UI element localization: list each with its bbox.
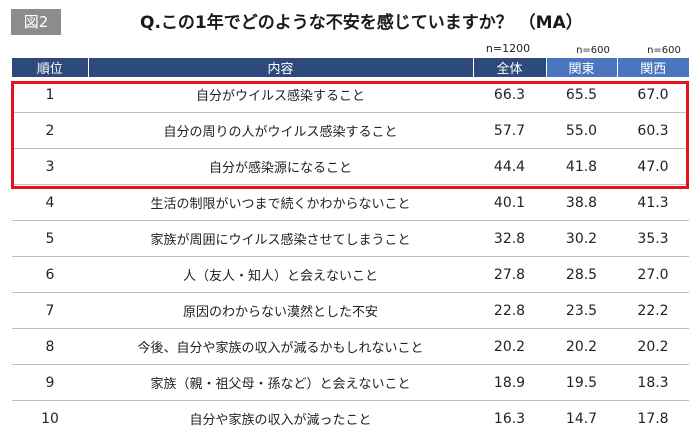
kansai-value: 47.0: [617, 149, 689, 185]
rank-cell: 8: [12, 329, 88, 365]
kansai-value: 18.3: [617, 365, 689, 401]
rank-cell: 7: [12, 293, 88, 329]
total-value: 16.3: [473, 401, 546, 436]
total-value: 27.8: [473, 257, 546, 293]
total-value: 20.2: [473, 329, 546, 365]
rank-cell: 3: [12, 149, 88, 185]
rank-cell: 2: [12, 113, 88, 149]
count-kanto: n=600: [568, 45, 618, 56]
total-value: 40.1: [473, 185, 546, 221]
count-total: n=1200: [478, 42, 538, 55]
content-cell: 自分が感染源になること: [88, 149, 473, 185]
kanto-value: 20.2: [546, 329, 617, 365]
kansai-value: 27.0: [617, 257, 689, 293]
header-total: 全体: [473, 58, 546, 77]
kanto-value: 55.0: [546, 113, 617, 149]
content-cell: 自分や家族の収入が減ったこと: [88, 401, 473, 436]
kansai-value: 60.3: [617, 113, 689, 149]
content-cell: 人（友人・知人）と会えないこと: [88, 257, 473, 293]
header-kanto: 関東: [546, 58, 617, 77]
kanto-value: 14.7: [546, 401, 617, 436]
total-value: 22.8: [473, 293, 546, 329]
count-kansai: n=600: [639, 45, 689, 56]
kanto-value: 65.5: [546, 77, 617, 113]
content-cell: 生活の制限がいつまで続くかわからないこと: [88, 185, 473, 221]
kansai-value: 67.0: [617, 77, 689, 113]
total-value: 32.8: [473, 221, 546, 257]
content-cell: 今後、自分や家族の収入が減るかもしれないこと: [88, 329, 473, 365]
kanto-value: 19.5: [546, 365, 617, 401]
rank-cell: 6: [12, 257, 88, 293]
kanto-value: 23.5: [546, 293, 617, 329]
header-row: 順位 内容 全体 関東 関西: [12, 58, 689, 77]
content-cell: 原因のわからない漠然とした不安: [88, 293, 473, 329]
content-cell: 自分がウイルス感染すること: [88, 77, 473, 113]
kanto-value: 28.5: [546, 257, 617, 293]
content-cell: 自分の周りの人がウイルス感染すること: [88, 113, 473, 149]
kanto-value: 38.8: [546, 185, 617, 221]
content-cell: 家族（親・祖父母・孫など）と会えないこと: [88, 365, 473, 401]
kanto-value: 41.8: [546, 149, 617, 185]
total-value: 66.3: [473, 77, 546, 113]
total-value: 18.9: [473, 365, 546, 401]
header-rank: 順位: [12, 58, 88, 77]
rank-cell: 9: [12, 365, 88, 401]
figure-label: 図2: [11, 9, 61, 35]
total-value: 57.7: [473, 113, 546, 149]
rank-cell: 5: [12, 221, 88, 257]
kansai-value: 22.2: [617, 293, 689, 329]
total-value: 44.4: [473, 149, 546, 185]
chart-title: Q.この1年でどのような不安を感じていますか？ （MA）: [140, 8, 610, 33]
kansai-value: 41.3: [617, 185, 689, 221]
kansai-value: 35.3: [617, 221, 689, 257]
kansai-value: 17.8: [617, 401, 689, 436]
header-content: 内容: [88, 58, 473, 77]
rank-cell: 10: [12, 401, 88, 436]
content-cell: 家族が周囲にウイルス感染させてしまうこと: [88, 221, 473, 257]
rank-cell: 1: [12, 77, 88, 113]
kanto-value: 30.2: [546, 221, 617, 257]
kansai-value: 20.2: [617, 329, 689, 365]
header-kansai: 関西: [617, 58, 689, 77]
rank-cell: 4: [12, 185, 88, 221]
